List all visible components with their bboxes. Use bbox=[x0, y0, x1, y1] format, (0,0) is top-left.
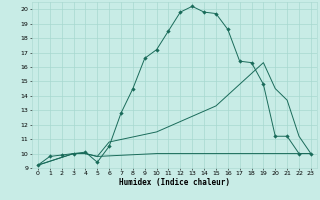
X-axis label: Humidex (Indice chaleur): Humidex (Indice chaleur) bbox=[119, 178, 230, 187]
